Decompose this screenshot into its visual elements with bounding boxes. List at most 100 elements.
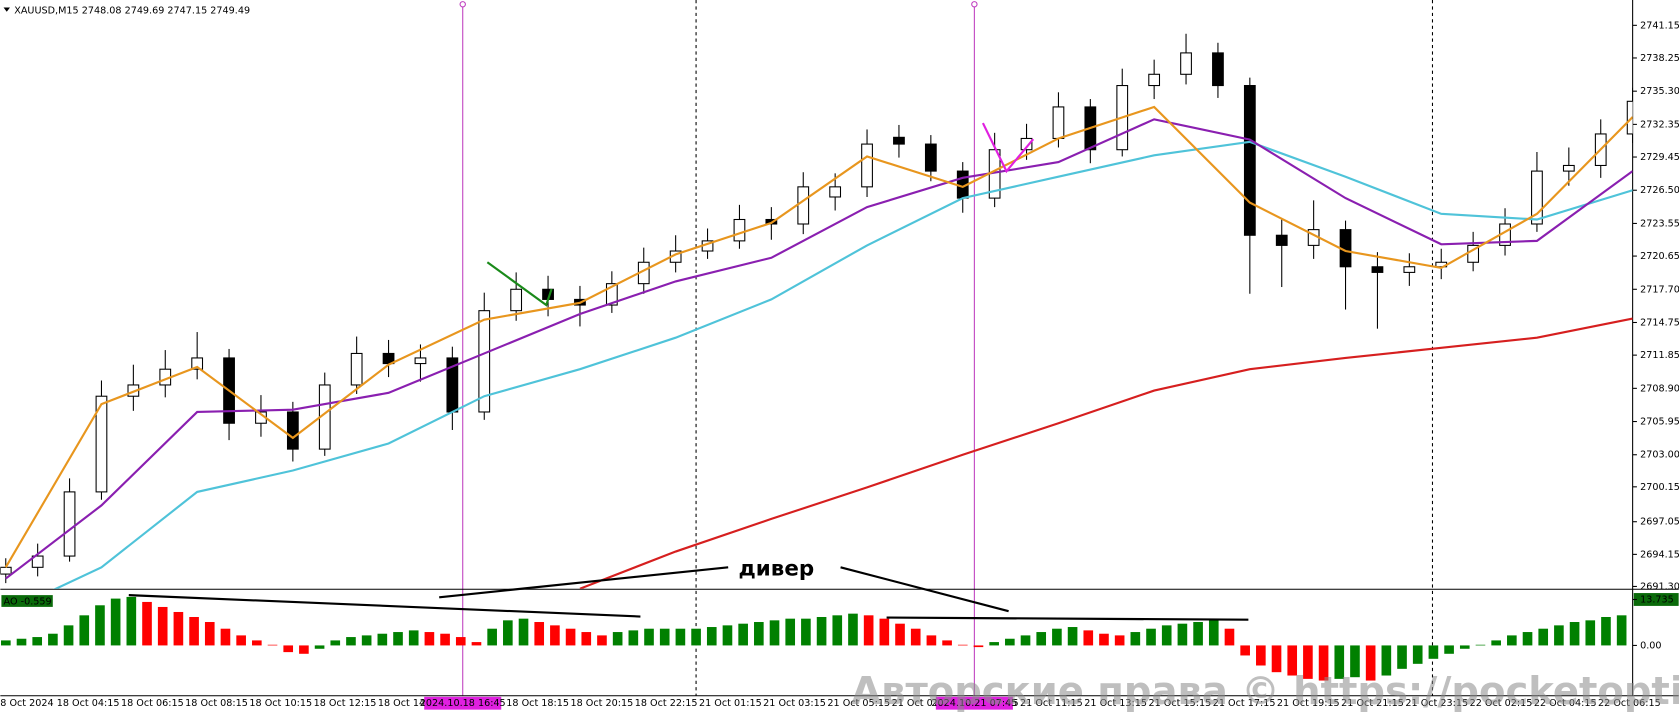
y-tick-label: 2741.15 bbox=[1640, 20, 1679, 31]
candle-body bbox=[1371, 266, 1384, 273]
candle-body bbox=[350, 352, 363, 386]
candle-body bbox=[924, 143, 937, 172]
ao-bar bbox=[377, 633, 388, 646]
x-tick-label: 18 Oct 12:15 bbox=[314, 698, 377, 709]
candle-body bbox=[63, 491, 76, 557]
ao-bar bbox=[252, 640, 262, 646]
x-tick-label: 21 Oct 13:15 bbox=[1084, 698, 1147, 709]
ao-bar bbox=[1177, 623, 1188, 646]
ao-bar bbox=[942, 640, 952, 646]
trend-line bbox=[981, 122, 1035, 174]
candle-body bbox=[1403, 266, 1416, 273]
x-tick-label: 21 Oct 05:15 bbox=[827, 698, 890, 709]
x-tick-label: 22 Oct 04:15 bbox=[1534, 698, 1597, 709]
ao-bar bbox=[1240, 645, 1250, 656]
x-tick-label: 21 Oct 01:15 bbox=[699, 698, 762, 709]
ao-bar bbox=[424, 632, 435, 646]
ao-bar bbox=[926, 635, 937, 646]
ao-bar bbox=[440, 633, 450, 646]
ao-bar bbox=[518, 618, 529, 646]
y-tick-label: 2735.30 bbox=[1640, 86, 1679, 97]
ao-bar bbox=[314, 645, 325, 649]
annotation: дивер bbox=[739, 556, 815, 581]
candle-body bbox=[861, 143, 873, 188]
ao-bar bbox=[628, 630, 639, 646]
ao-bar bbox=[1256, 645, 1266, 666]
ao-bar bbox=[1161, 625, 1172, 646]
y-tick-label: 2705.95 bbox=[1640, 417, 1679, 428]
y-tick-label: 2723.55 bbox=[1640, 218, 1679, 229]
ao-bar bbox=[1444, 645, 1454, 654]
plot-area bbox=[0, 33, 1633, 589]
candle-body bbox=[1626, 100, 1633, 135]
ao-bar bbox=[393, 632, 403, 646]
x-tick-label: 18 Oct 10:15 bbox=[249, 698, 312, 709]
ao-bar bbox=[973, 645, 984, 648]
cursor-label: 2024.10.18 16:45 bbox=[420, 698, 506, 709]
moving-average bbox=[5, 118, 1633, 580]
moving-average bbox=[53, 140, 1633, 589]
line-handle bbox=[459, 1, 466, 8]
ao-bar bbox=[1475, 644, 1486, 646]
candle-body bbox=[1212, 52, 1224, 87]
x-tick-label: 21 Oct 07:15 bbox=[892, 698, 955, 709]
candle-body bbox=[414, 357, 427, 365]
ao-bar bbox=[1020, 635, 1031, 646]
x-tick-label: 18 Oct 06:15 bbox=[121, 698, 184, 709]
ao-bar bbox=[612, 632, 623, 646]
candle-body bbox=[1243, 85, 1256, 236]
x-tick-label: 18 Oct 22:15 bbox=[635, 698, 698, 709]
candle-body bbox=[1148, 73, 1161, 87]
ao-bar bbox=[236, 635, 246, 646]
candle-body bbox=[1275, 234, 1288, 246]
ao-bar bbox=[863, 615, 874, 646]
y-tick-label: 0.00 bbox=[1640, 640, 1661, 651]
ao-bar bbox=[1193, 622, 1203, 646]
y-tick-label: 2717.70 bbox=[1640, 284, 1679, 295]
ao-bar bbox=[1616, 615, 1627, 646]
x-tick-label: 18 Oct 14:15 bbox=[378, 698, 441, 709]
y-tick-label: 2708.90 bbox=[1640, 383, 1679, 394]
ao-bar bbox=[361, 635, 372, 646]
chart-header: XAUUSD,M15 2748.08 2749.69 2747.15 2749.… bbox=[14, 6, 250, 17]
ao-bar bbox=[1507, 635, 1517, 646]
ao-bar bbox=[1601, 616, 1611, 646]
x-tick-label: 21 Oct 03:15 bbox=[763, 698, 826, 709]
cursor-label: 2024.10.21 07:45 bbox=[931, 698, 1017, 709]
ao-bar bbox=[816, 616, 827, 646]
x-tick-label: 21 Oct 23:15 bbox=[1405, 698, 1468, 709]
ao-bar bbox=[879, 618, 890, 646]
candle-body bbox=[1531, 170, 1543, 225]
y-tick-label: 2703.00 bbox=[1640, 450, 1679, 461]
ao-bar bbox=[644, 628, 654, 646]
ao-bar bbox=[1428, 645, 1439, 659]
ao-bar bbox=[550, 625, 560, 646]
ao-bar bbox=[1538, 628, 1549, 646]
ao-bar bbox=[1271, 645, 1282, 673]
y-tick-label: 2700.15 bbox=[1640, 482, 1679, 493]
ao-bar bbox=[785, 618, 796, 646]
ao-bar bbox=[1224, 628, 1235, 646]
x-tick-label: 22 Oct 02:15 bbox=[1470, 698, 1533, 709]
ao-bar bbox=[1491, 640, 1501, 646]
ao-bar bbox=[1, 640, 11, 646]
ao-bar bbox=[95, 605, 105, 646]
ao-bar bbox=[1334, 645, 1345, 679]
candle-body bbox=[829, 186, 842, 198]
y-tick-label: 2711.85 bbox=[1640, 350, 1679, 361]
ao-bar bbox=[204, 622, 215, 646]
ao-bar bbox=[1099, 633, 1109, 646]
ao-bar bbox=[1585, 620, 1596, 646]
candle-body bbox=[286, 411, 299, 450]
ao-bar bbox=[1067, 627, 1078, 646]
ao-bar bbox=[346, 637, 356, 646]
ao-bar bbox=[408, 630, 419, 646]
ao-bar bbox=[1365, 645, 1376, 681]
ao-bar bbox=[957, 644, 968, 646]
ao-bar bbox=[330, 640, 341, 646]
candle-body bbox=[31, 555, 44, 568]
candle-body bbox=[605, 283, 618, 306]
ao-bar bbox=[738, 623, 748, 646]
